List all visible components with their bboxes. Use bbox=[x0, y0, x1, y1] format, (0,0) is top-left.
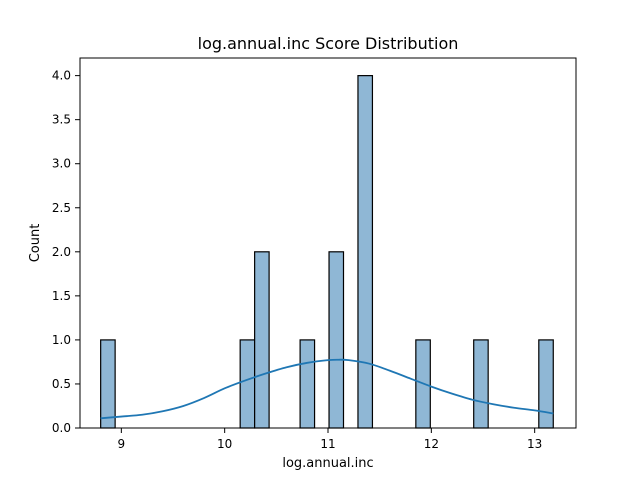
x-axis-label: log.annual.inc bbox=[282, 456, 373, 471]
histogram-bar bbox=[254, 251, 270, 429]
x-tick-label: 11 bbox=[320, 437, 335, 451]
y-tick-label: 1.5 bbox=[52, 289, 71, 303]
x-tick-label: 9 bbox=[118, 437, 126, 451]
histogram-bar bbox=[538, 339, 554, 429]
y-axis-label: Count bbox=[28, 224, 43, 263]
y-tick-label: 1.0 bbox=[52, 333, 71, 347]
y-tick-label: 3.5 bbox=[52, 113, 71, 127]
histogram-bar bbox=[239, 339, 256, 429]
y-tick-label: 0.5 bbox=[52, 377, 71, 391]
histogram-bar bbox=[328, 251, 345, 429]
y-tick-label: 3.0 bbox=[52, 157, 71, 171]
bars-group bbox=[100, 75, 554, 429]
chart-title: log.annual.inc Score Distribution bbox=[198, 34, 459, 53]
x-tick-label: 13 bbox=[527, 437, 542, 451]
histogram-bar bbox=[299, 339, 316, 429]
y-axis: 0.0 0.5 1.0 1.5 2.0 2.5 3.0 3.5 4.0 bbox=[52, 69, 80, 435]
x-tick-label: 10 bbox=[217, 437, 232, 451]
kde-line bbox=[100, 358, 554, 420]
y-tick-label: 4.0 bbox=[52, 69, 71, 83]
histogram-bar bbox=[357, 75, 374, 429]
y-tick-label: 2.0 bbox=[52, 245, 71, 259]
y-tick-label: 0.0 bbox=[52, 421, 71, 435]
y-tick-label: 2.5 bbox=[52, 201, 71, 215]
x-tick-label: 12 bbox=[424, 437, 439, 451]
kde-group bbox=[100, 358, 554, 420]
x-axis: 9 10 11 12 13 bbox=[118, 428, 542, 451]
histogram-bar bbox=[100, 339, 116, 429]
histogram-bar bbox=[473, 339, 489, 429]
